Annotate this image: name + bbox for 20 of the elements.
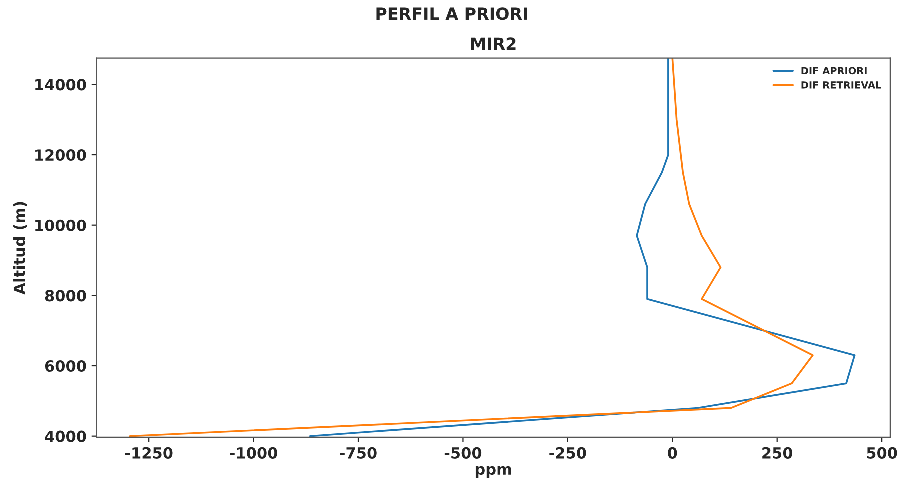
y-axis-title: Altitud (m) <box>14 202 28 295</box>
chart-title: PERFIL A PRIORI <box>376 8 528 20</box>
x-axis-title: ppm <box>476 466 512 478</box>
legend-label: DIF APRIORI <box>802 67 867 75</box>
y-tick-label: 6000 <box>45 360 86 372</box>
chart-subtitle: MIR2 <box>472 38 516 50</box>
x-tick-label: -1250 <box>125 447 173 459</box>
x-tick-label: -750 <box>340 447 377 459</box>
y-tick-label: 10000 <box>36 220 86 232</box>
legend-label: DIF RETRIEVAL <box>802 82 882 89</box>
y-tick-label: 8000 <box>45 290 86 302</box>
x-tick-label: 0 <box>668 447 678 459</box>
x-tick-label: -500 <box>444 447 482 459</box>
y-tick-label: 12000 <box>36 149 86 162</box>
y-tick-label: 14000 <box>36 79 86 91</box>
y-tick-label: 4000 <box>45 430 86 442</box>
x-tick-label: 500 <box>867 447 898 459</box>
x-tick-label: -250 <box>550 447 586 459</box>
x-tick-label: -1000 <box>230 447 278 459</box>
x-tick-label: 250 <box>762 447 793 459</box>
